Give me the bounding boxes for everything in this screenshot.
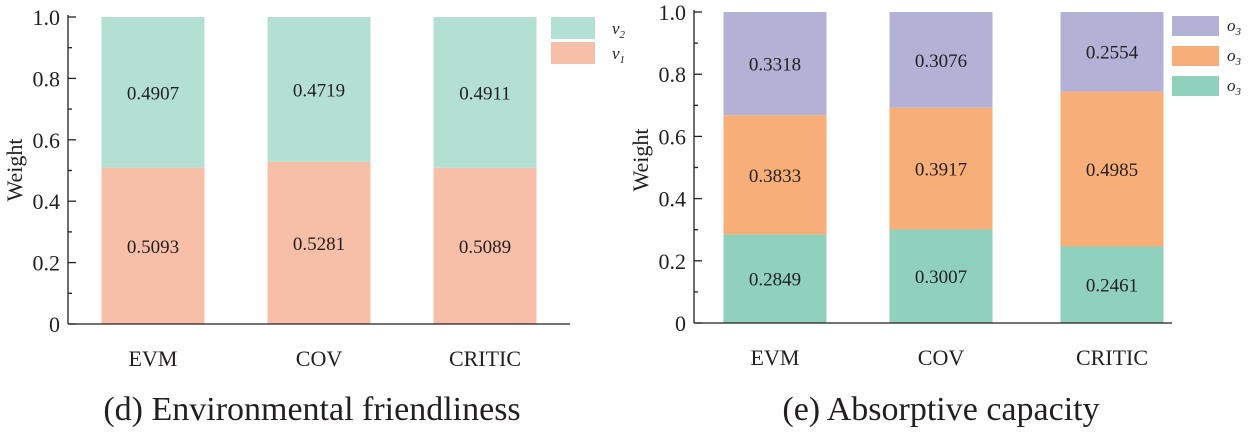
bar-segment-critic-series-1	[1060, 91, 1164, 247]
y-tick-label: 0.2	[33, 251, 61, 276]
y-tick-label: 0	[49, 312, 60, 337]
y-tick-label: 0.4	[659, 187, 687, 212]
bar-segment-critic-series-0	[433, 167, 537, 324]
legend-swatch-series-2	[1172, 16, 1219, 36]
y-tick-label: 0.8	[659, 62, 687, 87]
bar-segment-cov-series-1	[889, 107, 993, 230]
legend-label-series-1: v2	[612, 19, 626, 41]
panel-environmental-friendliness: 0.5093 0.4907 0.5281 0.4719 0.5089 0.4911 0 0.2…	[2, 5, 626, 428]
y-tick-label: 0.8	[33, 66, 61, 91]
legend-swatch-series-0	[551, 42, 595, 64]
x-tick-label-cov: COV	[296, 346, 343, 371]
data-label-evm-series-2: 0.3318	[749, 55, 801, 76]
y-tick-label: 1.0	[659, 0, 687, 25]
data-label-cov-series-0: 0.5281	[293, 234, 345, 255]
bar-segment-evm-series-0	[723, 234, 827, 323]
bar-segment-cov-series-0	[267, 161, 371, 324]
legend-subscript: 1	[620, 54, 626, 66]
data-label-critic-series-1: 0.4985	[1086, 160, 1138, 181]
data-label-cov-series-2: 0.3076	[915, 51, 967, 72]
panel-absorptive-capacity: 0.2849 0.3833 0.3318 0.3007 0.3917 0.3076 0.24…	[628, 0, 1242, 428]
legend-label-series-1: o3	[1227, 46, 1242, 68]
panel-caption: (d) Environmental friendliness	[103, 391, 520, 428]
bar-segment-cov-series-2	[889, 12, 993, 108]
y-tick-label: 0.4	[33, 189, 61, 214]
legend-swatch-series-1	[1172, 46, 1219, 66]
x-tick-label-cov: COV	[918, 345, 965, 370]
legend-subscript: 2	[620, 29, 626, 41]
data-label-evm-series-1: 0.4907	[127, 83, 179, 104]
legend-subscript: 3	[1235, 56, 1242, 68]
bar-segment-critic-series-2	[1060, 12, 1164, 92]
panel-caption: (e) Absorptive capacity	[782, 391, 1099, 428]
y-tick-label: 0	[675, 311, 686, 336]
bar-segment-cov-series-0	[889, 229, 993, 323]
bar-segment-evm-series-1	[723, 115, 827, 235]
x-tick-label-critic: CRITIC	[449, 346, 521, 371]
x-tick-label-evm: EVM	[751, 345, 800, 370]
bar-segment-critic-series-1	[433, 17, 537, 168]
data-label-evm-series-1: 0.3833	[749, 166, 801, 187]
legend-symbol: v	[612, 44, 620, 63]
data-label-cov-series-1: 0.4719	[293, 80, 345, 101]
data-label-critic-series-2: 0.2554	[1086, 43, 1139, 64]
data-label-cov-series-0: 0.3007	[915, 267, 967, 288]
legend-subscript: 3	[1235, 86, 1242, 98]
x-tick-label-critic: CRITIC	[1076, 345, 1148, 370]
legend-label-series-2: o3	[1227, 16, 1242, 38]
bar-segment-evm-series-2	[723, 12, 827, 116]
legend-symbol: o	[1227, 46, 1236, 65]
bar-segment-critic-series-0	[1060, 246, 1164, 323]
legend-label-series-0: o3	[1227, 76, 1242, 98]
data-label-cov-series-1: 0.3917	[915, 160, 967, 181]
y-tick-label: 0.6	[659, 124, 687, 149]
y-axis-title: Weight	[2, 139, 27, 202]
data-label-evm-series-0: 0.2849	[749, 270, 801, 291]
legend-symbol: o	[1227, 16, 1236, 35]
legend-swatch-series-1	[551, 17, 595, 39]
x-tick-label-evm: EVM	[129, 346, 178, 371]
legend-label-series-0: v1	[612, 44, 625, 66]
bar-segment-cov-series-1	[267, 17, 371, 162]
bar-segment-evm-series-1	[101, 17, 205, 168]
data-label-critic-series-1: 0.4911	[459, 83, 511, 104]
data-label-evm-series-0: 0.5093	[127, 237, 179, 258]
data-label-critic-series-0: 0.2461	[1086, 276, 1138, 297]
bar-segment-evm-series-0	[101, 167, 205, 324]
legend-subscript: 3	[1235, 26, 1242, 38]
legend-symbol: o	[1227, 76, 1236, 95]
legend-swatch-series-0	[1172, 76, 1219, 96]
y-tick-label: 0.6	[33, 128, 61, 153]
y-axis-title: Weight	[628, 129, 653, 192]
data-label-critic-series-0: 0.5089	[459, 237, 511, 258]
legend-symbol: v	[612, 19, 620, 38]
y-tick-label: 1.0	[33, 5, 61, 30]
y-tick-label: 0.2	[659, 249, 687, 274]
